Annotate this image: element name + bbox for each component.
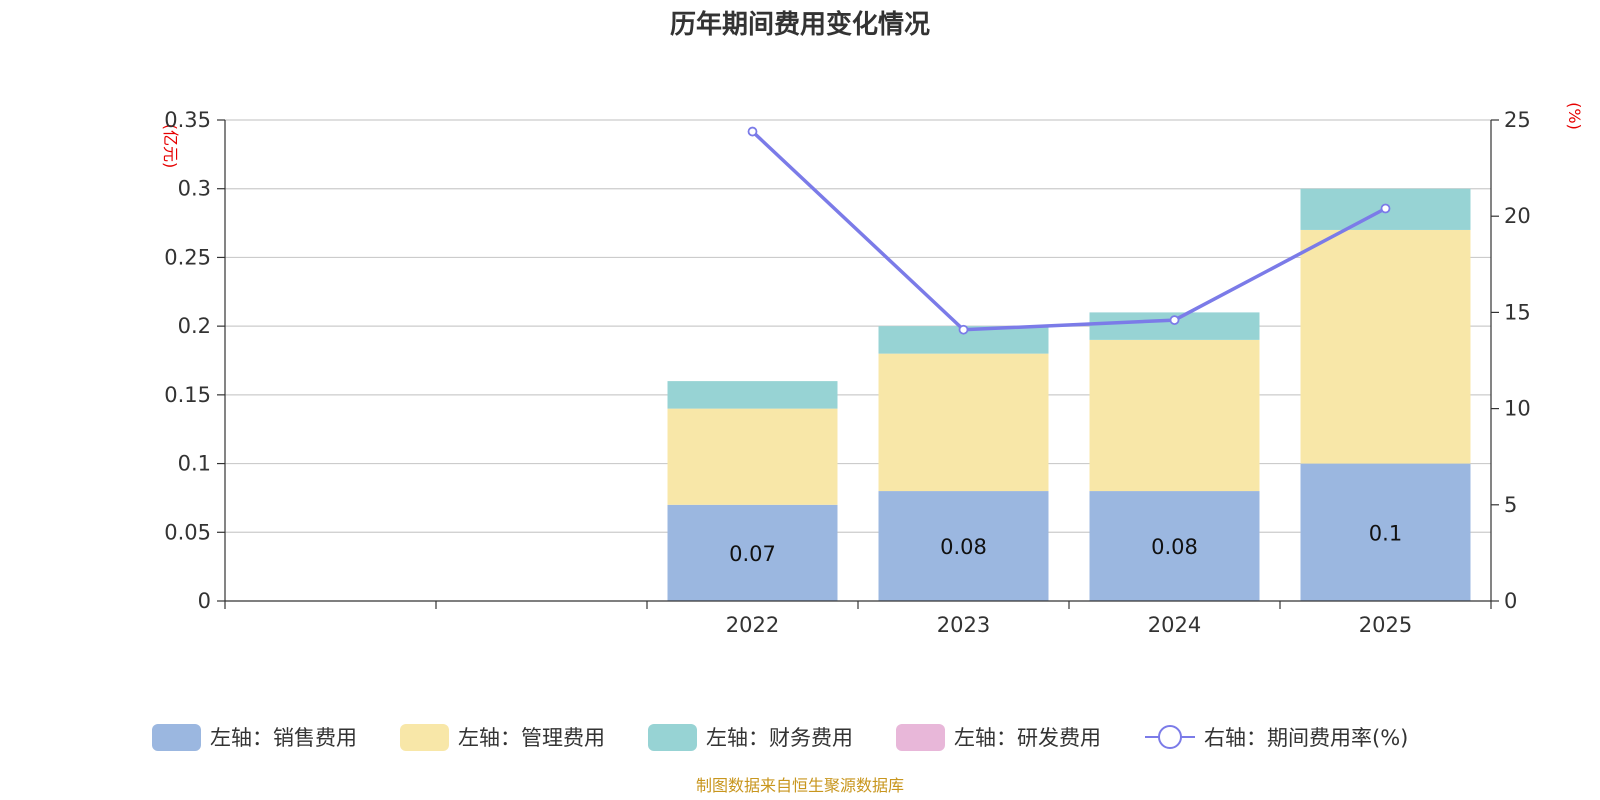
legend-swatch bbox=[152, 724, 201, 751]
bar-segment bbox=[1300, 463, 1471, 601]
bar-segment bbox=[878, 353, 1049, 492]
bar-data-label: 0.08 bbox=[940, 535, 987, 559]
legend: 左轴：销售费用 左轴：管理费用 左轴：财务费用 左轴：研发费用 右轴：期间费用率(%) bbox=[152, 724, 1408, 751]
left-tick-label: 0 bbox=[198, 589, 211, 613]
gridlines bbox=[225, 119, 1491, 533]
bar-segment bbox=[667, 408, 838, 505]
x-tick-label: 2023 bbox=[937, 613, 990, 637]
right-tick-label: 0 bbox=[1504, 589, 1517, 613]
bar-segment bbox=[667, 381, 838, 409]
legend-label: 左轴：管理费用 bbox=[458, 726, 605, 750]
bars: 0.07 0.08 0.08 0.1 bbox=[667, 188, 1471, 601]
bar-segment bbox=[667, 504, 838, 601]
left-tick-label: 0.2 bbox=[178, 314, 211, 338]
left-axis-unit: (亿元) bbox=[161, 124, 180, 169]
legend-label: 左轴：销售费用 bbox=[210, 726, 357, 750]
legend-swatch bbox=[400, 724, 449, 751]
legend-swatch bbox=[896, 724, 945, 751]
bar-segment bbox=[1089, 491, 1260, 601]
bar-segment bbox=[1089, 339, 1260, 492]
source-note: 制图数据来自恒生聚源数据库 bbox=[696, 776, 904, 795]
left-tick-label: 0.25 bbox=[164, 245, 211, 269]
bar-data-label: 0.07 bbox=[729, 542, 776, 566]
rate-line-path bbox=[751, 130, 1387, 332]
x-tick-label: 2025 bbox=[1359, 613, 1412, 637]
left-tick-label: 0.35 bbox=[164, 108, 211, 132]
bar-data-label: 0.1 bbox=[1369, 521, 1402, 545]
left-tick-label: 0.1 bbox=[178, 452, 211, 476]
left-tick-label: 0.05 bbox=[164, 520, 211, 544]
rate-line bbox=[747, 126, 1391, 335]
right-tick-label: 20 bbox=[1504, 204, 1531, 228]
bar-segment bbox=[1300, 229, 1471, 464]
left-tick-label: 0.3 bbox=[178, 177, 211, 201]
chart-title: 历年期间费用变化情况 bbox=[670, 9, 930, 40]
bar-segment bbox=[878, 491, 1049, 601]
legend-label: 左轴：财务费用 bbox=[706, 726, 853, 750]
right-tick-label: 15 bbox=[1504, 300, 1531, 324]
axes: 00.050.10.150.20.250.30.3505101520252022… bbox=[164, 108, 1531, 637]
legend-line-marker bbox=[1158, 725, 1182, 749]
legend-swatch bbox=[648, 724, 697, 751]
rate-point bbox=[747, 126, 758, 137]
x-tick-label: 2024 bbox=[1148, 613, 1201, 637]
x-tick-label: 2022 bbox=[726, 613, 779, 637]
left-tick-label: 0.15 bbox=[164, 383, 211, 407]
legend-label: 左轴：研发费用 bbox=[954, 726, 1101, 750]
rate-point bbox=[1169, 315, 1180, 325]
bar-data-label: 0.08 bbox=[1151, 535, 1198, 559]
right-tick-label: 5 bbox=[1504, 493, 1517, 517]
right-tick-label: 25 bbox=[1504, 108, 1531, 132]
rate-point bbox=[958, 324, 969, 335]
right-axis-unit: (%) bbox=[1565, 102, 1584, 130]
legend-label: 右轴：期间费用率(%) bbox=[1204, 726, 1408, 750]
rate-point bbox=[1380, 203, 1391, 214]
right-tick-label: 10 bbox=[1504, 397, 1531, 421]
